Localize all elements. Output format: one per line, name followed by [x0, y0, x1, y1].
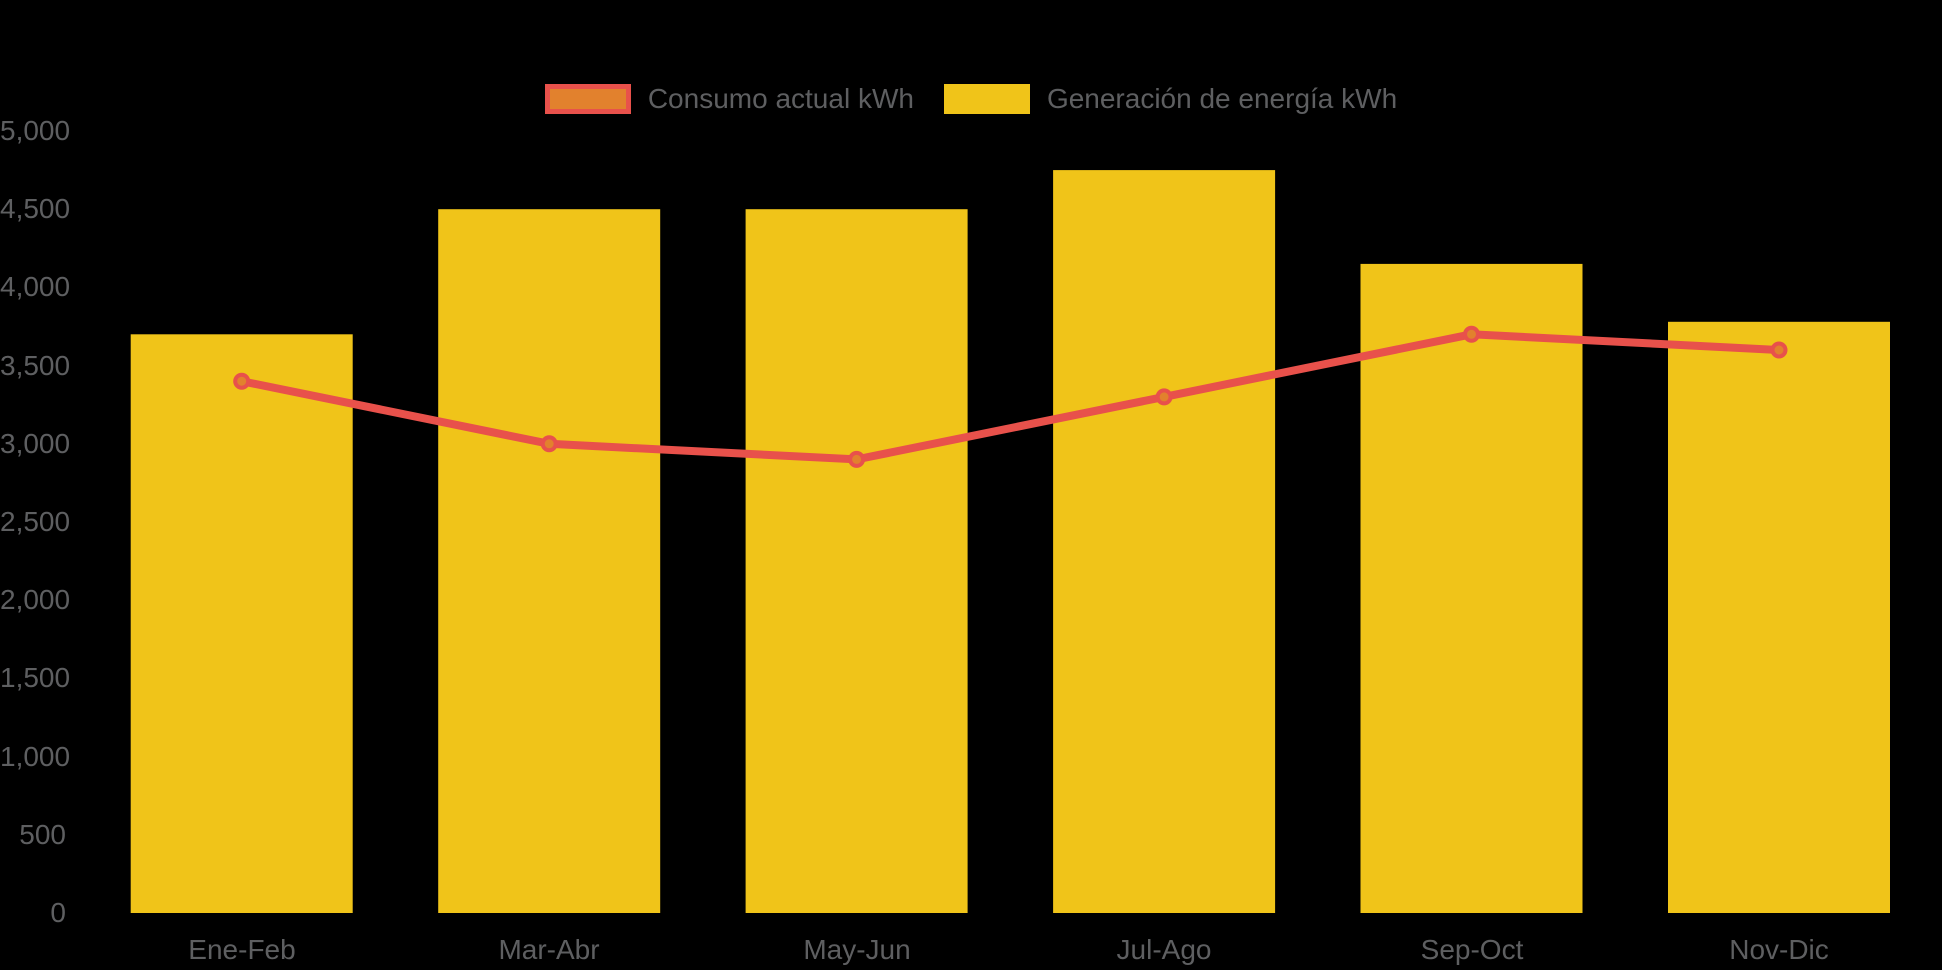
y-tick-label-3500: 3,500 — [0, 350, 71, 381]
x-tick-label-Ene-Feb: Ene-Feb — [188, 934, 296, 965]
line-point-Sep-Oct[interactable] — [1463, 325, 1480, 343]
consumo-line — [240, 330, 1780, 464]
x-tick-label-Mar-Abr: Mar-Abr — [498, 934, 600, 965]
y-tick-label-4500: 4,500 — [0, 193, 71, 224]
y-tick-label-1500: 1,500 — [0, 662, 71, 693]
y-tick-label-500: 500 — [19, 819, 66, 850]
y-tick-label-3000: 3,000 — [0, 428, 71, 459]
y-tick-label-1000: 1,000 — [0, 741, 71, 772]
line-point-Mar-Abr[interactable] — [540, 435, 558, 453]
line-point-Jul-Ago[interactable] — [1155, 388, 1173, 406]
x-tick-label-Jul-Ago: Jul-Ago — [1116, 934, 1212, 965]
x-tick-label-May-Jun: May-Jun — [803, 934, 911, 965]
y-tick-label-0: 0 — [50, 897, 66, 928]
legend-label-generacion: Generación de energía kWh — [1046, 83, 1398, 114]
bar-Jul-Ago[interactable] — [1053, 170, 1276, 914]
y-tick-label-4000: 4,000 — [0, 271, 71, 302]
generacion-swatch-icon — [943, 84, 1030, 114]
x-tick-label-Nov-Dic: Nov-Dic — [1729, 934, 1829, 965]
legend-item-generacion[interactable]: Generación de energía kWh — [943, 83, 1398, 115]
chart-legend: Consumo actual kWh Generación de energía… — [0, 83, 1942, 115]
y-tick-label-2000: 2,000 — [0, 584, 71, 615]
y-tick-label-2500: 2,500 — [0, 506, 71, 537]
y-tick-label-5000: 5,000 — [0, 115, 71, 146]
legend-label-consumo: Consumo actual kWh — [647, 83, 914, 114]
line-point-Ene-Feb[interactable] — [233, 372, 251, 390]
x-tick-label-Sep-Oct: Sep-Oct — [1420, 934, 1524, 965]
bar-Ene-Feb[interactable] — [130, 334, 353, 913]
bar-Mar-Abr[interactable] — [438, 209, 661, 913]
bar-Sep-Oct[interactable] — [1360, 263, 1583, 913]
bar-May-Jun[interactable] — [745, 209, 968, 913]
legend-item-consumo[interactable]: Consumo actual kWh — [544, 83, 914, 115]
line-point-Nov-Dic[interactable] — [1770, 341, 1788, 359]
bar-Nov-Dic[interactable] — [1668, 321, 1890, 913]
line-point-May-Jun[interactable] — [848, 450, 866, 468]
consumo-swatch-icon — [544, 84, 631, 114]
